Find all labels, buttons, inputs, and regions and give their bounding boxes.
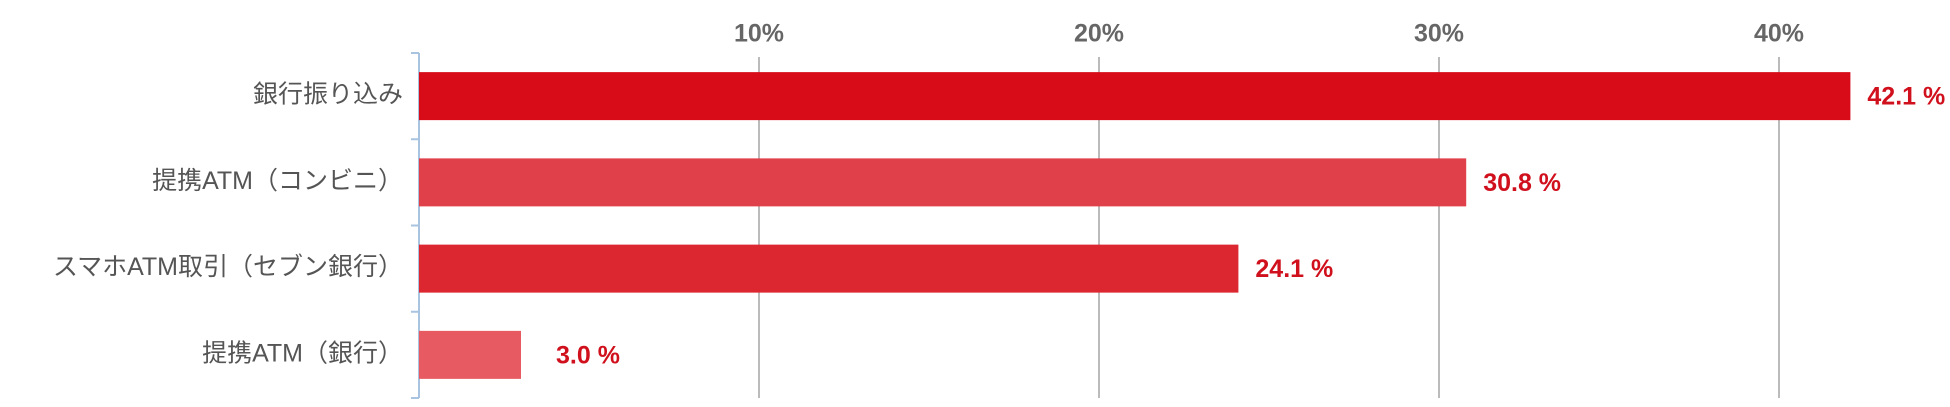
x-tick-label: 20% xyxy=(1074,20,1124,48)
bar xyxy=(419,330,521,379)
y-tick-label: 銀行振り込み xyxy=(253,81,403,109)
bar xyxy=(419,244,1239,293)
y-tick-label: スマホATM取引（セブン銀行） xyxy=(53,253,403,281)
value-label: 3.0 % xyxy=(556,341,620,369)
value-label: 24.1 % xyxy=(1255,255,1333,283)
x-tick-label: 40% xyxy=(1754,20,1804,48)
bar xyxy=(419,158,1467,207)
value-label: 42.1 % xyxy=(1867,83,1945,111)
value-label: 30.8 % xyxy=(1483,169,1561,197)
y-tick-label: 提携ATM（銀行） xyxy=(202,339,403,367)
x-tick-label: 10% xyxy=(734,20,784,48)
y-tick-label: 提携ATM（コンビニ） xyxy=(152,167,403,195)
bar xyxy=(419,72,1851,121)
x-tick-label: 30% xyxy=(1414,20,1464,48)
